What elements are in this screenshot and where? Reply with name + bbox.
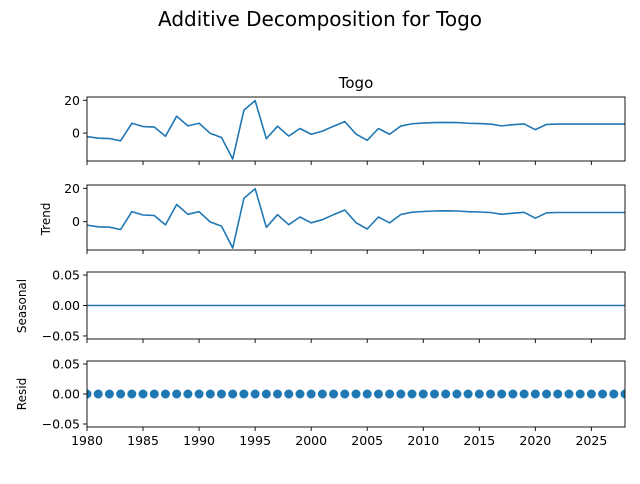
x-tick-label: 1990 — [183, 433, 215, 448]
panel-observed: 20 0 — [64, 93, 626, 165]
x-tick-label: 2005 — [351, 433, 383, 448]
resid-point — [273, 389, 283, 399]
resid-point — [508, 389, 518, 399]
resid-point — [183, 389, 193, 399]
resid-point — [306, 389, 316, 399]
axes-frame-observed — [86, 96, 626, 162]
resid-point — [205, 389, 215, 399]
resid-point — [519, 389, 529, 399]
x-tick-label: 2025 — [575, 433, 607, 448]
resid-point — [362, 389, 372, 399]
resid-point — [329, 389, 339, 399]
resid-point — [239, 389, 249, 399]
resid-point — [486, 389, 495, 399]
y-tick-label: 20 — [64, 93, 80, 108]
resid-point — [295, 389, 305, 399]
resid-point — [87, 389, 92, 399]
resid-point — [194, 389, 204, 399]
resid-point — [93, 389, 103, 399]
y-tick-label: −0.05 — [42, 417, 80, 432]
series-resid — [87, 389, 625, 399]
ylabel-seasonal: Seasonal — [15, 279, 29, 333]
x-tick-label: 2000 — [295, 433, 327, 448]
resid-point — [441, 389, 451, 399]
resid-point — [542, 389, 552, 399]
resid-point — [463, 389, 473, 399]
x-tick-label: 1995 — [239, 433, 271, 448]
series-trend — [87, 187, 625, 249]
series-line-trend — [87, 187, 625, 249]
resid-point — [396, 389, 406, 399]
x-tick-label: 2020 — [519, 433, 551, 448]
resid-point — [261, 389, 271, 399]
resid-point — [530, 389, 540, 399]
resid-point — [564, 389, 574, 399]
resid-point — [575, 389, 585, 399]
x-tick-label: 2015 — [463, 433, 495, 448]
y-tick-label: 0 — [72, 126, 80, 141]
resid-point — [104, 389, 114, 399]
y-tick-label: 20 — [64, 181, 80, 196]
resid-point — [418, 389, 428, 399]
ylabel-resid: Resid — [15, 378, 29, 410]
ylabel-trend: Trend — [39, 203, 53, 237]
resid-point — [429, 389, 439, 399]
resid-point — [284, 389, 294, 399]
resid-point — [317, 389, 327, 399]
y-tick-label: 0.05 — [52, 357, 80, 372]
figure-title: Additive Decomposition for Togo — [158, 7, 482, 31]
resid-point — [598, 389, 608, 399]
y-tick-label: 0.00 — [52, 298, 80, 313]
resid-point — [609, 389, 619, 399]
resid-point — [217, 389, 226, 399]
resid-point — [452, 389, 462, 399]
resid-point — [385, 389, 395, 399]
resid-point — [497, 389, 507, 399]
resid-point — [172, 389, 182, 399]
resid-point — [553, 389, 563, 399]
panel-trend: 20 0 — [64, 181, 626, 254]
resid-point — [373, 389, 383, 399]
x-tick-label: 1985 — [127, 433, 159, 448]
resid-point — [340, 389, 350, 399]
resid-point — [138, 389, 148, 399]
series-line-observed — [87, 99, 625, 160]
y-tick-label: 0.00 — [52, 387, 80, 402]
x-tick-label: 1980 — [71, 433, 103, 448]
resid-point — [351, 389, 361, 399]
panel-title-observed: Togo — [338, 74, 374, 92]
resid-point — [127, 389, 137, 399]
axes-frame-trend — [86, 184, 626, 251]
resid-point — [160, 389, 170, 399]
resid-point — [586, 389, 596, 399]
series-observed — [87, 99, 625, 160]
x-tick-label: 2010 — [407, 433, 439, 448]
y-tick-label: −0.05 — [42, 328, 80, 343]
resid-point — [250, 389, 260, 399]
resid-point — [116, 389, 126, 399]
y-tick-label: 0.05 — [52, 268, 80, 283]
resid-point — [474, 389, 484, 399]
resid-point — [149, 389, 159, 399]
resid-point — [620, 389, 625, 399]
panel-seasonal: 0.05 0.00 −0.05 — [42, 268, 626, 343]
y-tick-label: 0 — [72, 214, 80, 229]
resid-point — [407, 389, 417, 399]
resid-point — [228, 389, 238, 399]
